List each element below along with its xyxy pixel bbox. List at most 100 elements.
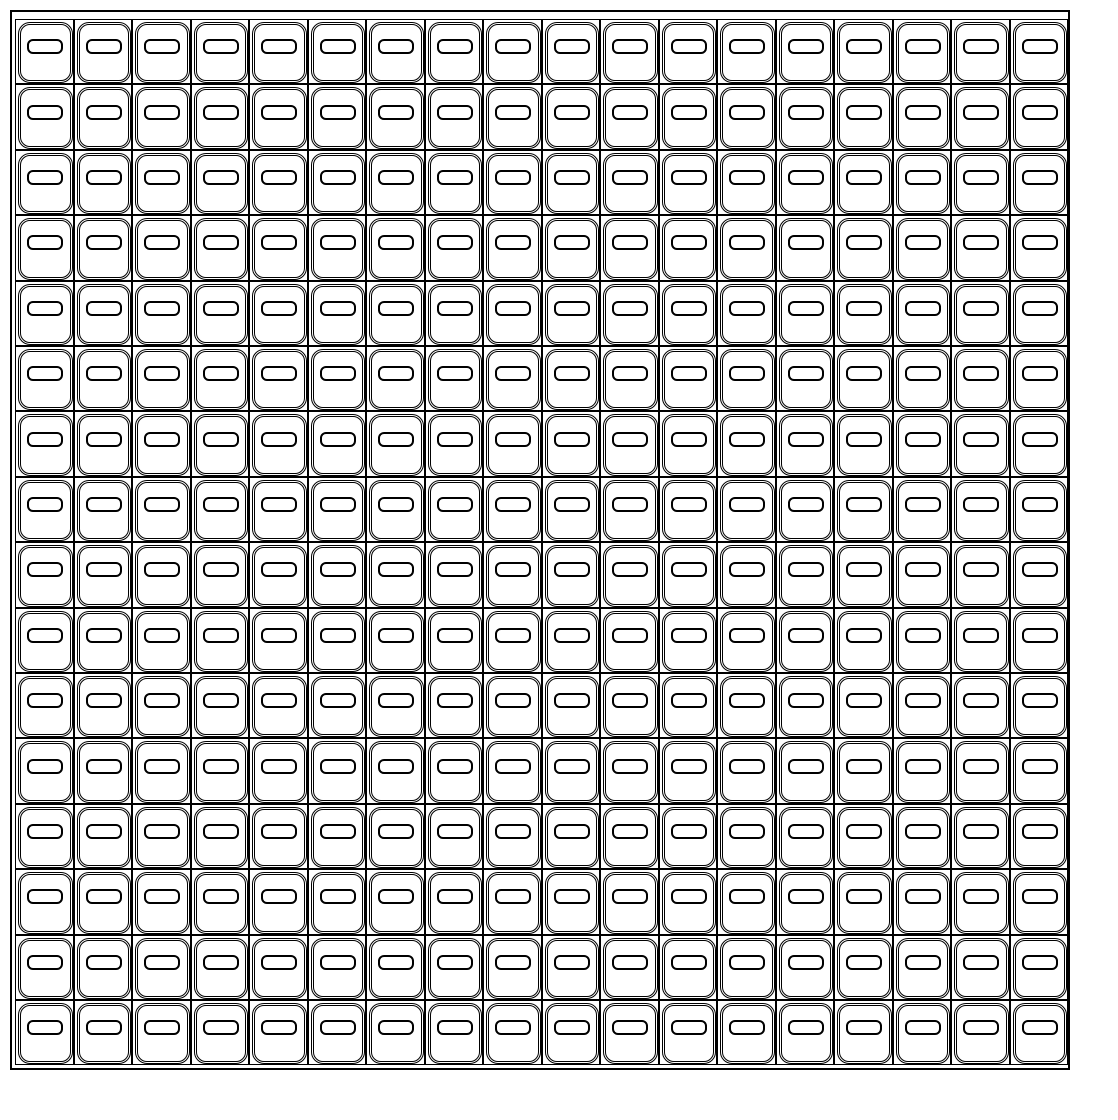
grid-cell — [74, 738, 133, 803]
grid-cell — [600, 673, 659, 738]
tile-slot — [203, 889, 239, 904]
tile-slot — [612, 235, 648, 250]
grid-cell — [308, 411, 367, 476]
tile-slot — [612, 628, 648, 643]
grid-cell — [483, 84, 542, 149]
grid-cell — [308, 19, 367, 84]
tile-slot — [437, 497, 473, 512]
tile-slot — [320, 301, 356, 316]
grid-cell — [191, 869, 250, 934]
tile-slot — [495, 824, 531, 839]
grid-cell — [893, 19, 952, 84]
tile-slot — [320, 39, 356, 54]
grid-cell — [834, 84, 893, 149]
tile-slot — [846, 235, 882, 250]
tile-slot — [261, 39, 297, 54]
grid-cell — [834, 281, 893, 346]
grid-cell — [132, 150, 191, 215]
grid-cell — [893, 673, 952, 738]
grid-cell — [717, 673, 776, 738]
grid-cell — [776, 281, 835, 346]
tile-slot — [86, 628, 122, 643]
grid-cell — [132, 738, 191, 803]
tile-slot — [261, 562, 297, 577]
grid-cell — [308, 281, 367, 346]
grid-cell — [600, 477, 659, 542]
tile-slot — [1022, 170, 1058, 185]
grid-cell — [308, 1000, 367, 1065]
grid-cell — [249, 215, 308, 280]
tile-slot — [203, 628, 239, 643]
grid-cell — [893, 542, 952, 607]
grid-cell — [542, 215, 601, 280]
tile-slot — [86, 301, 122, 316]
grid-cell — [15, 281, 74, 346]
tile-slot — [86, 105, 122, 120]
tile-slot — [378, 105, 414, 120]
grid-cell — [308, 673, 367, 738]
tile-slot — [27, 170, 63, 185]
tile-slot — [729, 105, 765, 120]
grid-cell — [249, 738, 308, 803]
tile-slot — [846, 1020, 882, 1035]
tile-slot — [788, 824, 824, 839]
grid-cell — [1010, 738, 1069, 803]
grid-cell — [717, 1000, 776, 1065]
tile-slot — [144, 366, 180, 381]
grid-cell — [249, 281, 308, 346]
tile-slot — [378, 235, 414, 250]
tile-slot — [905, 170, 941, 185]
tile-slot — [729, 1020, 765, 1035]
grid-cell — [893, 215, 952, 280]
tile-slot — [554, 1020, 590, 1035]
tile-slot — [378, 1020, 414, 1035]
tile-slot — [963, 759, 999, 774]
tile-slot — [261, 105, 297, 120]
tile-slot — [554, 889, 590, 904]
tile-slot — [963, 170, 999, 185]
grid-cell — [191, 1000, 250, 1065]
grid-cell — [366, 542, 425, 607]
tile-slot — [905, 1020, 941, 1035]
grid-cell — [483, 150, 542, 215]
tile-slot — [86, 170, 122, 185]
tile-slot — [612, 824, 648, 839]
grid-cell — [15, 1000, 74, 1065]
tile-slot — [495, 170, 531, 185]
grid-cell — [483, 19, 542, 84]
grid-cell — [659, 1000, 718, 1065]
tile-slot — [27, 628, 63, 643]
grid-cell — [1010, 869, 1069, 934]
tile-slot — [671, 301, 707, 316]
grid-cell — [893, 935, 952, 1000]
grid-cell — [425, 869, 484, 934]
tile-slot — [437, 562, 473, 577]
grid-cell — [951, 935, 1010, 1000]
grid-cell — [15, 673, 74, 738]
grid-cell — [425, 19, 484, 84]
tile-slot — [378, 693, 414, 708]
tile-slot — [261, 170, 297, 185]
tile-slot — [495, 105, 531, 120]
grid-cell — [542, 19, 601, 84]
tile-slot — [671, 497, 707, 512]
grid-cell — [951, 215, 1010, 280]
grid-cell — [308, 608, 367, 673]
tile-slot — [729, 235, 765, 250]
grid-cell — [425, 477, 484, 542]
tile-slot — [788, 693, 824, 708]
tile-slot — [261, 759, 297, 774]
tile-slot — [27, 759, 63, 774]
tile-slot — [203, 39, 239, 54]
tile-slot — [846, 301, 882, 316]
grid-cell — [15, 542, 74, 607]
tile-slot — [378, 759, 414, 774]
grid-cell — [542, 150, 601, 215]
grid-cell — [308, 869, 367, 934]
grid-cell — [951, 804, 1010, 869]
grid-cell — [132, 869, 191, 934]
grid-cell — [834, 673, 893, 738]
tile-slot — [144, 432, 180, 447]
grid-cell — [74, 869, 133, 934]
tile-slot — [320, 955, 356, 970]
